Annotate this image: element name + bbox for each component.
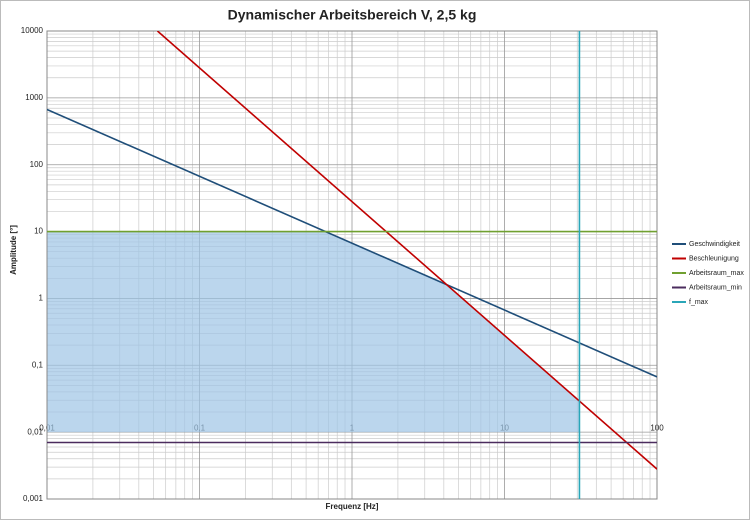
legend-label: Beschleunigung — [689, 255, 739, 262]
legend-label: f_max — [689, 299, 709, 306]
series-line — [156, 31, 657, 470]
y-tick-label: 10 — [34, 227, 43, 236]
y-tick-label: 0,001 — [23, 494, 44, 503]
legend-label: Arbeitsraum_min — [689, 284, 742, 291]
chart-title: Dynamischer Arbeitsbereich V, 2,5 kg — [228, 7, 477, 23]
x-axis-label: Frequenz [Hz] — [326, 502, 379, 511]
y-tick-label: 100 — [30, 160, 44, 169]
y-axis-label: Amplitude [°] — [9, 225, 18, 275]
legend-label: Arbeitsraum_max — [689, 270, 744, 277]
plot-frame — [46, 30, 658, 500]
y-tick-label: 0,1 — [32, 360, 44, 369]
series-line — [47, 108, 657, 378]
y-tick-label: 10000 — [21, 26, 44, 35]
work-area — [47, 231, 580, 433]
y-tick-label: 0,01 — [27, 427, 43, 436]
legend-label: Geschwindigkeit — [689, 241, 740, 248]
y-tick-label: 1000 — [25, 93, 43, 102]
y-tick-label: 1 — [39, 294, 44, 303]
